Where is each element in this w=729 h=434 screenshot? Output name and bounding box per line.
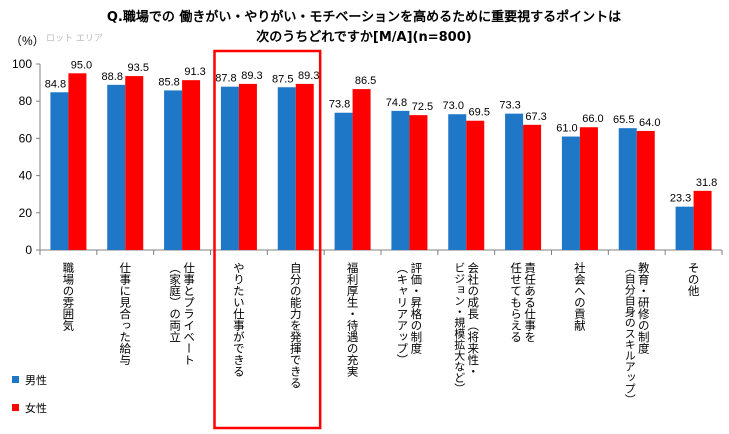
bar-female (466, 120, 485, 250)
y-tick-label: 60 (19, 131, 33, 145)
category-label: 福利厚生・待遇の充実 (346, 261, 360, 378)
bar-male (675, 206, 694, 250)
plot-area-tooltip: ロット エリア (46, 34, 103, 44)
y-tick-label: 40 (19, 169, 33, 183)
bar-male (50, 92, 69, 250)
data-label-male: 87.5 (272, 73, 293, 85)
highlight-box (213, 49, 322, 430)
legend-swatch-male (12, 376, 19, 383)
category-label: やりたい仕事ができる (232, 262, 246, 377)
category-label: その他 (687, 262, 701, 297)
bar-female (579, 127, 598, 250)
data-label-female: 89.3 (241, 70, 262, 82)
category-label: 任せてもらえる (509, 262, 523, 343)
chart-title-line-2: 次のうちどれですか[M/A](n=800) (256, 29, 471, 45)
category-label: ビジョン・規模拡大など） (453, 262, 466, 394)
bar-male (334, 112, 353, 251)
bar-male (448, 114, 467, 250)
legend-swatch-female (12, 404, 19, 411)
data-label-male: 84.8 (45, 78, 66, 90)
data-label-male: 85.8 (158, 76, 179, 88)
data-label-male: 88.8 (102, 71, 123, 83)
bar-female (125, 76, 144, 250)
bar-male (220, 86, 239, 250)
data-label-female: 93.5 (128, 62, 149, 74)
data-label-female: 66.0 (582, 113, 603, 125)
bar-male (107, 84, 126, 250)
legend-label-male: 男性 (25, 373, 47, 387)
data-label-female: 95.0 (71, 59, 92, 71)
category-label: 責任ある仕事を (523, 261, 537, 342)
category-labels: 職場の雰囲気 仕事に見合った給与 仕事とプライベート（家庭）の両立 やりたい仕事ができ… (61, 261, 700, 405)
y-tick-label: 100 (12, 57, 32, 71)
category-label: 仕事に見合った給与 (118, 262, 132, 366)
bar-female (352, 89, 371, 250)
data-label-male: 73.3 (499, 100, 520, 112)
category-label: 会社の成長（将来性・ (466, 262, 480, 377)
category-label: （キャリアアップ） (395, 262, 409, 366)
category-label: （家庭）の両立 (168, 262, 182, 343)
bar-female (238, 83, 257, 250)
data-labels: 84.8 88.8 85.8 87.8 87.5 73.8 74.8 73.0 73.3 61.0… (45, 59, 718, 204)
y-axis-unit-label: （%） (10, 34, 45, 48)
bar-male (561, 136, 580, 250)
data-label-female: 91.3 (184, 66, 205, 78)
category-label: （自分自身のスキルアップ） (623, 262, 636, 405)
data-label-female: 72.5 (412, 101, 433, 113)
category-label: 職場の雰囲気 (61, 262, 75, 332)
highlight-rectangle (213, 49, 322, 430)
bar-male (618, 128, 637, 250)
data-label-male: 87.8 (215, 73, 236, 85)
data-label-male: 65.5 (613, 114, 634, 126)
category-label: 社会への貢献 (573, 261, 587, 332)
y-tick-label: 0 (25, 243, 32, 257)
data-label-male: 74.8 (386, 97, 407, 109)
y-tick-label: 20 (19, 206, 33, 220)
bar-male (391, 110, 410, 250)
data-label-female: 69.5 (469, 107, 490, 119)
bar-male (164, 90, 183, 250)
bar-female (182, 80, 201, 250)
data-label-female: 89.3 (298, 70, 319, 82)
bar-male (277, 87, 296, 250)
data-label-female: 31.8 (696, 177, 717, 189)
bar-female (68, 73, 87, 250)
bar-female (409, 115, 428, 251)
category-label: 仕事とプライベート (182, 262, 196, 366)
data-label-male: 73.0 (443, 100, 464, 112)
data-label-female: 86.5 (355, 75, 376, 87)
bar-male (505, 113, 524, 250)
bar-female (523, 124, 542, 250)
category-label: 教育・研修の制度 (637, 261, 651, 355)
data-label-male: 61.0 (556, 123, 577, 135)
bars (50, 73, 712, 251)
data-label-male: 73.8 (329, 99, 350, 111)
axes: 0 20 40 60 80 100 (12, 57, 723, 257)
data-label-female: 67.3 (525, 111, 546, 123)
legend-label-female: 女性 (25, 401, 47, 415)
data-label-male: 23.3 (670, 193, 691, 205)
chart-title-line-1: Q.職場での 働きがい・やりがい・モチベーションを高めるために重要視するポイント… (107, 9, 621, 25)
data-label-female: 64.0 (639, 117, 660, 129)
category-label: 自分の能力を発揮できる (289, 262, 303, 389)
category-label: 評価・昇格の制度 (409, 261, 423, 355)
bar-female (295, 83, 314, 250)
bar-female (636, 130, 655, 250)
y-tick-label: 80 (19, 94, 33, 108)
bar-female (693, 190, 712, 250)
